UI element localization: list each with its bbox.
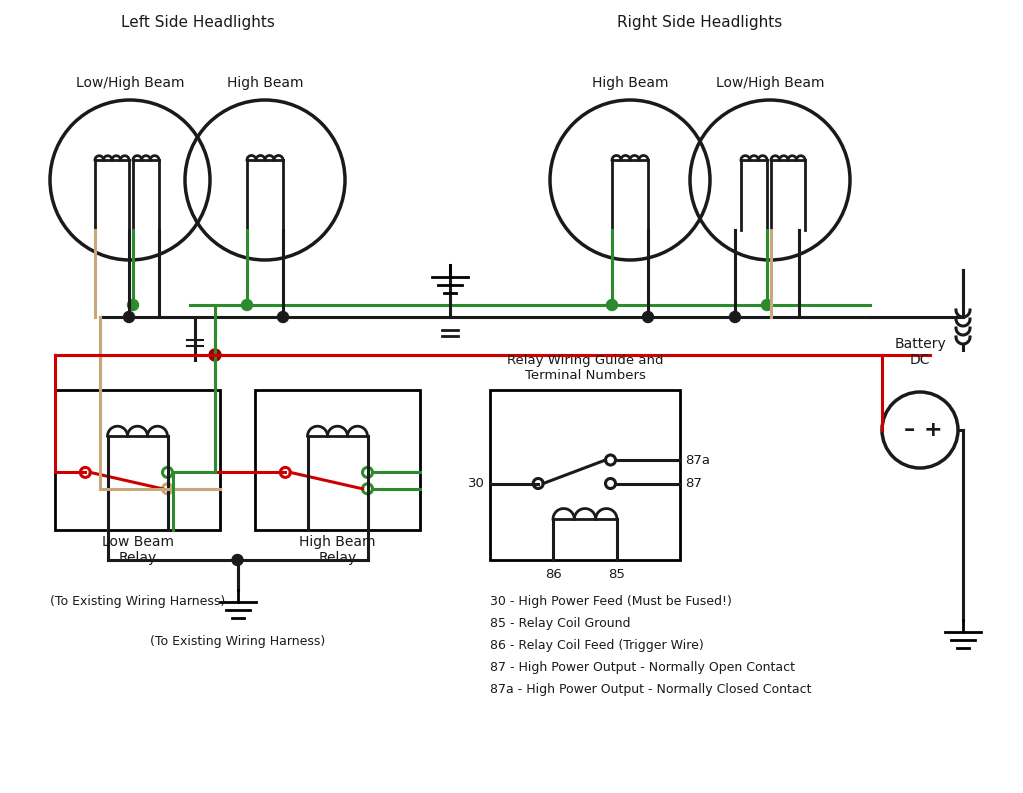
Circle shape [729,312,741,323]
Bar [55,390,220,530]
Text: 87a - High Power Output - Normally Closed Contact: 87a - High Power Output - Normally Close… [490,683,811,696]
Circle shape [277,312,288,323]
Text: Low/High Beam: Low/High Beam [716,76,825,90]
Text: Right Side Headlights: Right Side Headlights [617,15,783,30]
Text: 87a: 87a [685,454,710,466]
Text: 86 - Relay Coil Feed (Trigger Wire): 86 - Relay Coil Feed (Trigger Wire) [490,639,704,652]
Text: High Beam
Relay: High Beam Relay [300,535,375,565]
Bar [255,390,420,530]
Circle shape [761,300,772,311]
Text: 86: 86 [544,568,562,581]
Circle shape [124,312,134,323]
Text: High Beam: High Beam [227,76,303,90]
Bar [490,390,680,560]
Text: +: + [924,420,942,440]
Text: –: – [903,420,915,440]
Text: 30 - High Power Feed (Must be Fused!): 30 - High Power Feed (Must be Fused!) [490,595,731,608]
Circle shape [209,349,221,361]
Text: 85: 85 [609,568,625,581]
Circle shape [642,312,654,323]
Text: High Beam: High Beam [591,76,668,90]
Text: 85 - Relay Coil Ground: 85 - Relay Coil Ground [490,617,630,630]
Circle shape [232,554,243,565]
Text: (To Existing Wiring Harness): (To Existing Wiring Harness) [50,595,225,608]
Circle shape [607,300,618,311]
Text: Battery
DC: Battery DC [894,337,946,367]
Text: 87 - High Power Output - Normally Open Contact: 87 - High Power Output - Normally Open C… [490,661,795,674]
Text: Relay Wiring Guide and
Terminal Numbers: Relay Wiring Guide and Terminal Numbers [506,354,663,382]
Text: 30: 30 [469,477,485,490]
Circle shape [128,300,138,311]
Text: Left Side Headlights: Left Side Headlights [121,15,274,30]
Text: Low Beam
Relay: Low Beam Relay [101,535,174,565]
Text: Low/High Beam: Low/High Beam [76,76,184,90]
Circle shape [241,300,253,311]
Text: (To Existing Wiring Harness): (To Existing Wiring Harness) [150,635,325,648]
Text: 87: 87 [685,477,702,490]
